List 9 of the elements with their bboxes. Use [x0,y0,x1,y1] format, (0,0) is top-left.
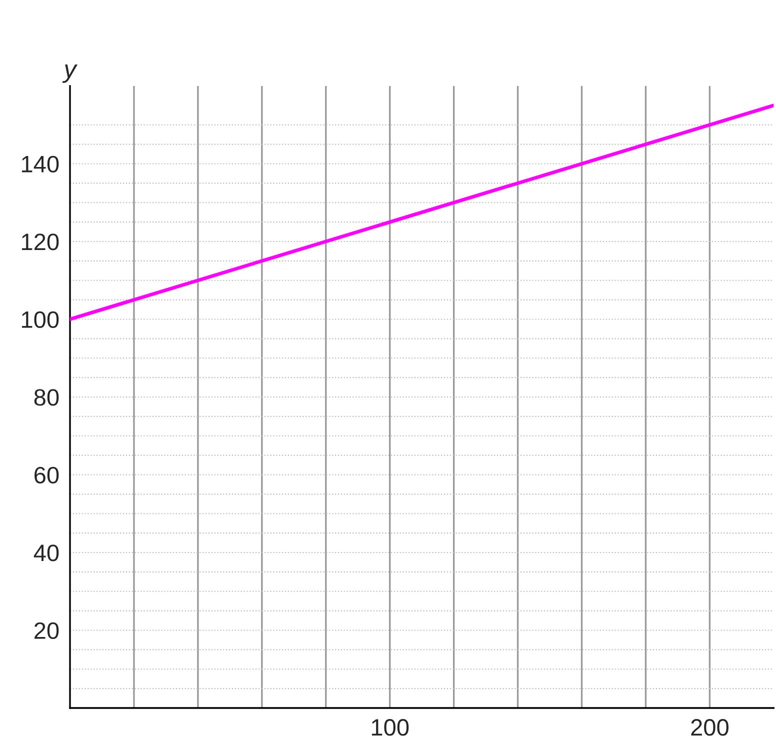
y-tick-label: 100 [22,311,59,328]
y-tick-label: 60 [34,466,59,484]
x-tick-label: 200 [691,719,728,736]
y-tick-label: 120 [22,234,59,250]
y-tick-label: 20 [34,622,59,640]
y-axis-title: y [62,64,78,83]
y-tick-label: 80 [34,389,59,406]
y-tick-label: 140 [22,156,59,173]
y-tick-label: 40 [34,544,59,562]
